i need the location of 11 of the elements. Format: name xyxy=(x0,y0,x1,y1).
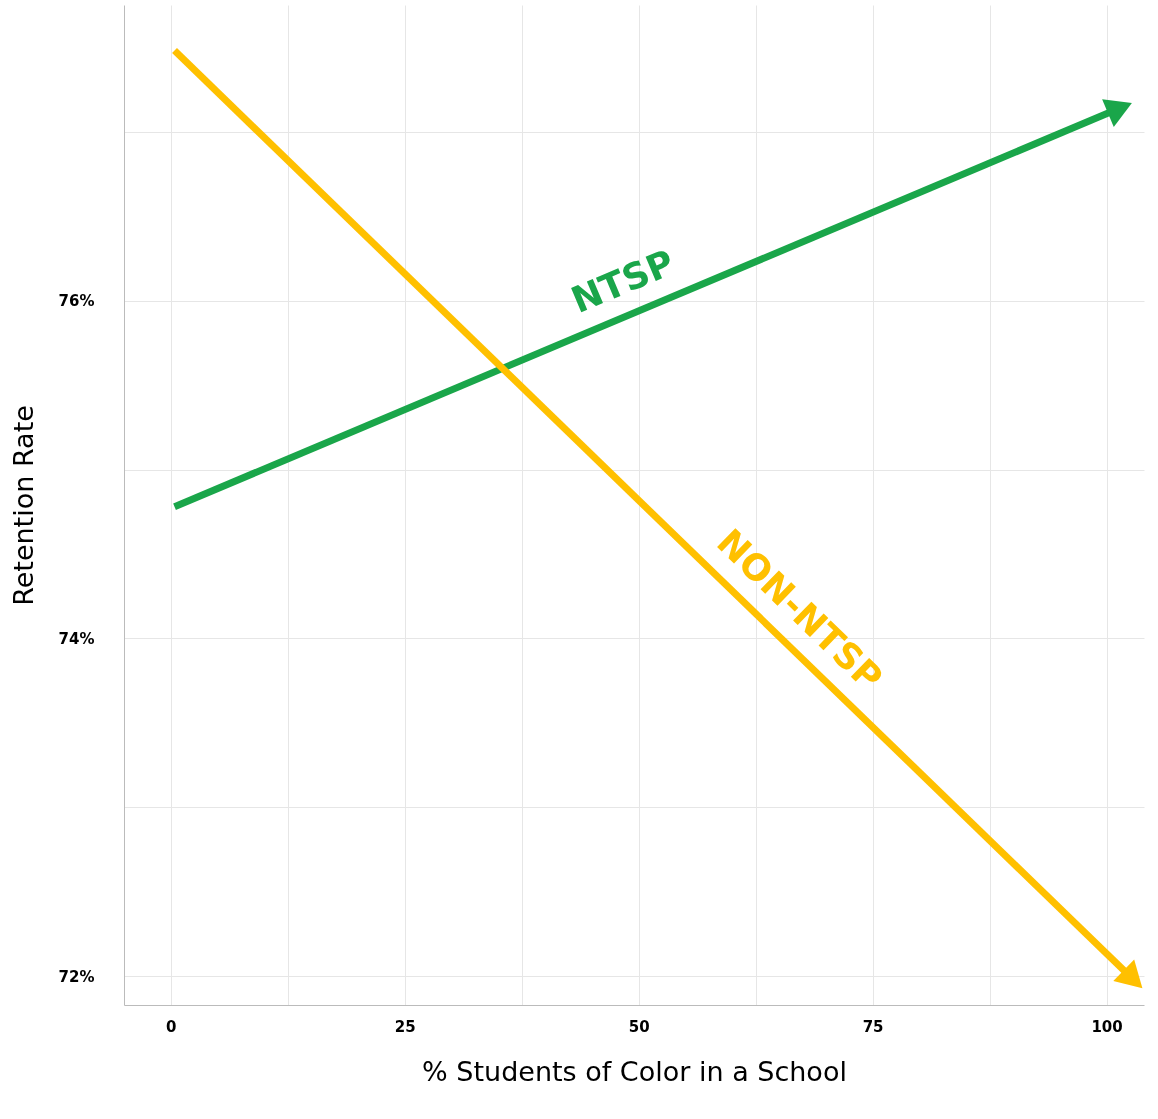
text: NTSP xyxy=(565,241,681,321)
y-tick-label: 72% xyxy=(58,967,95,986)
x-axis-title: % Students of Color in a School xyxy=(422,1055,847,1087)
y-tick-label: 76% xyxy=(58,292,95,311)
y-axis-title: Retention Rate xyxy=(7,405,39,606)
y-tick-label: 74% xyxy=(58,629,95,648)
x-tick-label: 100 xyxy=(1091,1017,1123,1036)
x-tick-label: 25 xyxy=(394,1017,416,1036)
x-tick-label: 50 xyxy=(628,1017,650,1036)
x-tick-label: 0 xyxy=(166,1017,177,1036)
x-tick-label: 75 xyxy=(862,1017,884,1036)
